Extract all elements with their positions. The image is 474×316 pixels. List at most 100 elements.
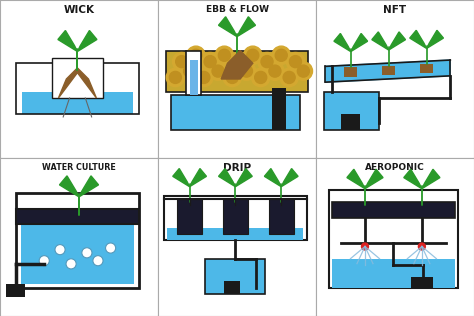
Circle shape [237,62,255,80]
Polygon shape [410,30,427,48]
Polygon shape [347,169,365,189]
Polygon shape [219,168,236,187]
Text: WICK: WICK [64,5,94,15]
Polygon shape [334,33,351,52]
Circle shape [240,65,253,77]
Circle shape [82,248,92,258]
Polygon shape [77,30,97,52]
FancyBboxPatch shape [205,259,265,294]
Circle shape [286,52,305,71]
Circle shape [275,49,287,61]
Circle shape [55,245,65,255]
FancyBboxPatch shape [332,202,455,218]
Polygon shape [389,32,406,50]
Polygon shape [236,168,252,187]
Circle shape [252,68,270,87]
FancyBboxPatch shape [332,259,455,288]
Circle shape [266,62,284,80]
FancyBboxPatch shape [411,276,433,288]
Polygon shape [237,17,255,37]
Circle shape [190,49,202,61]
FancyBboxPatch shape [164,196,307,240]
FancyBboxPatch shape [190,60,198,95]
Circle shape [195,68,213,87]
FancyBboxPatch shape [177,199,202,234]
Circle shape [173,52,191,71]
Polygon shape [351,33,368,52]
Circle shape [272,46,291,64]
FancyBboxPatch shape [223,199,248,234]
Circle shape [176,56,188,68]
Circle shape [187,46,205,64]
Text: EBB & FLOW: EBB & FLOW [206,5,268,14]
FancyBboxPatch shape [420,64,433,74]
Circle shape [181,62,199,80]
Text: AEROPONIC: AEROPONIC [365,163,425,172]
Circle shape [362,243,368,250]
Circle shape [280,68,298,87]
FancyBboxPatch shape [167,228,303,240]
Circle shape [247,49,259,61]
Polygon shape [79,176,99,197]
Text: DRIP: DRIP [223,163,251,173]
Polygon shape [422,169,440,189]
Circle shape [297,65,310,77]
FancyBboxPatch shape [341,114,360,130]
Circle shape [294,62,312,80]
FancyBboxPatch shape [171,95,300,130]
Circle shape [419,243,425,250]
Circle shape [283,71,295,83]
FancyBboxPatch shape [20,221,134,284]
Polygon shape [173,168,190,187]
Polygon shape [281,168,298,187]
FancyBboxPatch shape [383,66,395,75]
FancyBboxPatch shape [6,284,25,297]
Circle shape [223,68,241,87]
Polygon shape [58,30,77,52]
Circle shape [233,56,245,68]
Circle shape [166,68,184,87]
Circle shape [183,65,196,77]
Circle shape [198,71,210,83]
Circle shape [219,49,230,61]
Polygon shape [60,176,79,197]
FancyBboxPatch shape [16,209,139,224]
Circle shape [169,71,182,83]
FancyBboxPatch shape [272,88,286,130]
Polygon shape [190,168,207,187]
Circle shape [255,71,267,83]
Circle shape [209,62,227,80]
Polygon shape [219,17,237,37]
Circle shape [258,52,276,71]
Circle shape [106,243,116,253]
FancyBboxPatch shape [345,67,357,77]
Circle shape [269,65,281,77]
Text: NFT: NFT [383,5,407,15]
FancyBboxPatch shape [186,51,201,95]
Text: WATER CULTURE: WATER CULTURE [42,163,116,172]
Circle shape [215,46,234,64]
Polygon shape [404,169,422,189]
Circle shape [244,46,262,64]
Polygon shape [221,51,253,79]
Polygon shape [326,60,450,82]
Polygon shape [365,169,383,189]
Polygon shape [264,168,281,187]
Circle shape [290,56,301,68]
Circle shape [261,56,273,68]
FancyBboxPatch shape [328,190,458,288]
Circle shape [212,65,224,77]
Circle shape [93,256,103,266]
FancyBboxPatch shape [324,92,379,130]
FancyBboxPatch shape [224,281,240,294]
FancyBboxPatch shape [166,51,308,92]
FancyBboxPatch shape [22,92,133,114]
Circle shape [66,259,76,269]
Polygon shape [58,68,96,98]
Circle shape [226,71,238,83]
Circle shape [204,56,216,68]
FancyBboxPatch shape [16,193,139,288]
Circle shape [39,256,49,266]
Circle shape [201,52,219,71]
FancyBboxPatch shape [52,58,103,98]
